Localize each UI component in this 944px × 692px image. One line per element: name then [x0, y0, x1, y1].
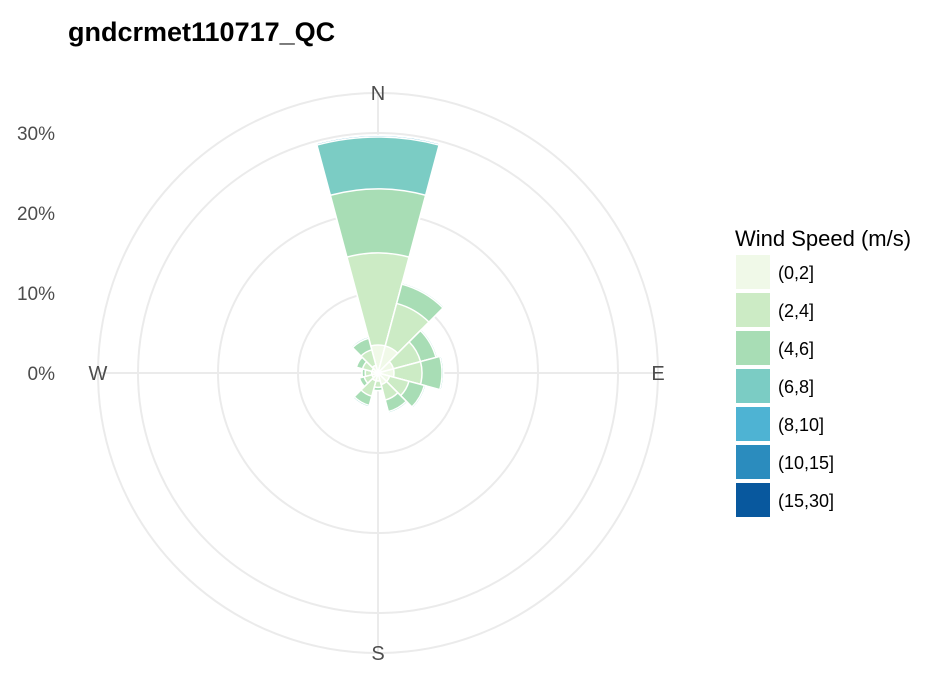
- radial-tick-label: 30%: [17, 124, 55, 145]
- direction-label-w: W: [89, 363, 108, 385]
- legend-key: [736, 369, 770, 403]
- radial-tick-label: 20%: [17, 204, 55, 225]
- legend-title: Wind Speed (m/s): [735, 226, 911, 251]
- chart-title: gndcrmet110717_QC: [68, 17, 335, 47]
- direction-label-s: S: [371, 643, 384, 665]
- legend-label: (15,30]: [778, 491, 834, 511]
- legend-label: (0,2]: [778, 263, 814, 283]
- petal-segment: [346, 252, 410, 376]
- radial-tick-label: 0%: [28, 364, 56, 385]
- direction-label-n: N: [371, 83, 385, 105]
- legend-label: (4,6]: [778, 339, 814, 359]
- legend: Wind Speed (m/s) (0,2] (2,4] (4,6] (6,8] (8,…: [735, 226, 911, 517]
- legend-key: [736, 255, 770, 289]
- legend-key: [736, 293, 770, 327]
- legend-label: (8,10]: [778, 415, 824, 435]
- radial-tick-label: 10%: [17, 284, 55, 305]
- wind-petals: [315, 134, 446, 415]
- direction-label-e: E: [651, 363, 664, 385]
- legend-key: [736, 331, 770, 365]
- legend-key: [736, 483, 770, 517]
- legend-key: [736, 445, 770, 479]
- legend-key: [736, 407, 770, 441]
- legend-label: (6,8]: [778, 377, 814, 397]
- petal-segment: [371, 364, 380, 376]
- radial-tick-labels: 0% 10% 20% 30%: [17, 124, 55, 385]
- legend-label: (10,15]: [778, 453, 834, 473]
- legend-label: (2,4]: [778, 301, 814, 321]
- direction-labels: N E S W: [89, 83, 665, 665]
